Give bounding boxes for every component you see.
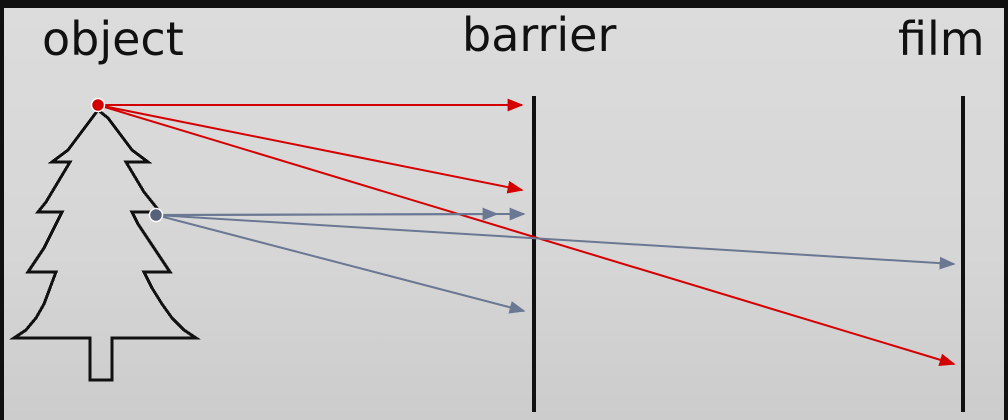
- blue-ray-4: [155, 214, 526, 314]
- tree-object: [9, 107, 201, 382]
- blue-source-point: [148, 207, 164, 223]
- blue-ray-3: [155, 214, 956, 270]
- red-rays: [97, 98, 956, 366]
- tree-outline: [9, 107, 201, 382]
- red-ray-2: [97, 104, 524, 194]
- film-label: film: [898, 12, 985, 66]
- blue-ray-2: [155, 207, 526, 221]
- blue-rays: [155, 207, 956, 314]
- object-label: object: [42, 12, 184, 66]
- barrier-label: barrier: [462, 8, 617, 62]
- red-ray-3: [97, 104, 956, 366]
- red-source-point: [90, 97, 106, 113]
